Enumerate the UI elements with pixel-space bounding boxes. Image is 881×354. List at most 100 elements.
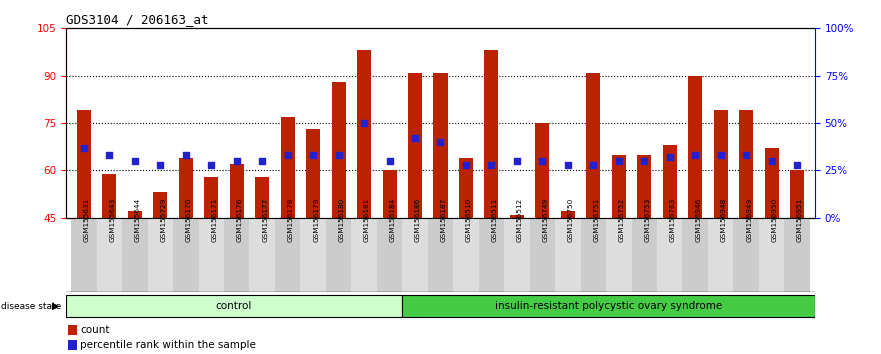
Bar [300,218,326,292]
Point [357,120,371,126]
Point [153,162,167,167]
Bar [408,73,422,218]
Bar [275,218,300,292]
Bar [478,218,504,292]
Text: GSM156749: GSM156749 [543,198,548,242]
Bar [173,218,198,292]
Point [77,145,91,150]
Bar [790,170,804,218]
Bar [433,73,448,218]
Text: GSM156510: GSM156510 [466,198,472,242]
Bar [230,164,244,218]
Point [561,162,575,167]
Bar [510,215,524,218]
Bar [402,295,815,318]
Bar [485,50,499,218]
Bar [128,211,142,218]
Text: count: count [80,325,110,335]
Bar [204,177,218,218]
Bar [71,218,97,292]
Text: GSM156171: GSM156171 [211,198,218,242]
Bar [632,218,657,292]
Point [510,158,524,164]
Text: percentile rank within the sample: percentile rank within the sample [80,341,256,350]
Bar [382,170,396,218]
Bar [581,218,606,292]
Bar [198,218,224,292]
Bar [765,148,779,218]
Bar [529,218,555,292]
Bar [249,218,275,292]
Text: control: control [216,301,252,311]
Text: insulin-resistant polycystic ovary syndrome: insulin-resistant polycystic ovary syndr… [495,301,722,311]
Point [459,162,473,167]
Point [714,152,728,158]
Point [637,158,651,164]
Point [204,162,218,167]
Bar [606,218,632,292]
Text: ▶: ▶ [51,301,59,311]
Text: disease state: disease state [1,302,61,311]
Bar [587,73,600,218]
Point [765,158,779,164]
Bar [403,218,428,292]
Point [102,152,116,158]
Text: GSM156949: GSM156949 [746,198,752,242]
Point [790,162,804,167]
Bar [179,158,193,218]
Point [739,152,753,158]
Bar [281,117,294,218]
Text: GSM156187: GSM156187 [440,198,447,242]
Text: GSM156170: GSM156170 [186,198,192,242]
Bar [453,218,478,292]
Point [179,152,193,158]
Bar [97,218,122,292]
Bar [759,218,784,292]
Bar [459,158,473,218]
Bar [657,218,683,292]
Bar [66,295,402,318]
Bar [153,193,167,218]
Point [433,139,448,145]
Text: GSM156753: GSM156753 [644,198,650,242]
Text: GSM156186: GSM156186 [415,198,421,242]
Text: GSM155631: GSM155631 [84,198,90,242]
Text: GSM156951: GSM156951 [797,198,803,242]
Point [331,152,345,158]
Bar [733,218,759,292]
Text: GSM156176: GSM156176 [237,198,243,242]
Text: GSM156184: GSM156184 [389,198,396,242]
Bar [714,110,728,218]
Text: GSM156181: GSM156181 [364,198,370,242]
Bar [428,218,453,292]
Bar [504,218,529,292]
Bar [306,129,320,218]
Bar [536,123,550,218]
Bar [784,218,810,292]
Point [586,162,600,167]
Point [688,152,702,158]
Text: GSM156511: GSM156511 [492,198,498,242]
Bar [77,110,91,218]
Bar [708,218,733,292]
Point [408,135,422,141]
Point [485,162,499,167]
Text: GSM156946: GSM156946 [695,198,701,242]
Point [230,158,244,164]
Text: GSM156177: GSM156177 [263,198,268,242]
Bar [688,76,702,218]
Text: GSM156948: GSM156948 [721,198,727,242]
Text: GSM155643: GSM155643 [109,198,115,242]
Text: GSM156750: GSM156750 [568,198,574,242]
Bar [611,155,626,218]
Bar [377,218,403,292]
Bar [224,218,249,292]
Point [128,158,142,164]
Bar [122,218,148,292]
Text: GSM156512: GSM156512 [517,198,523,242]
Bar [331,82,345,218]
Point [663,154,677,160]
Point [306,152,320,158]
Text: GSM156751: GSM156751 [593,198,599,242]
Bar [352,218,377,292]
